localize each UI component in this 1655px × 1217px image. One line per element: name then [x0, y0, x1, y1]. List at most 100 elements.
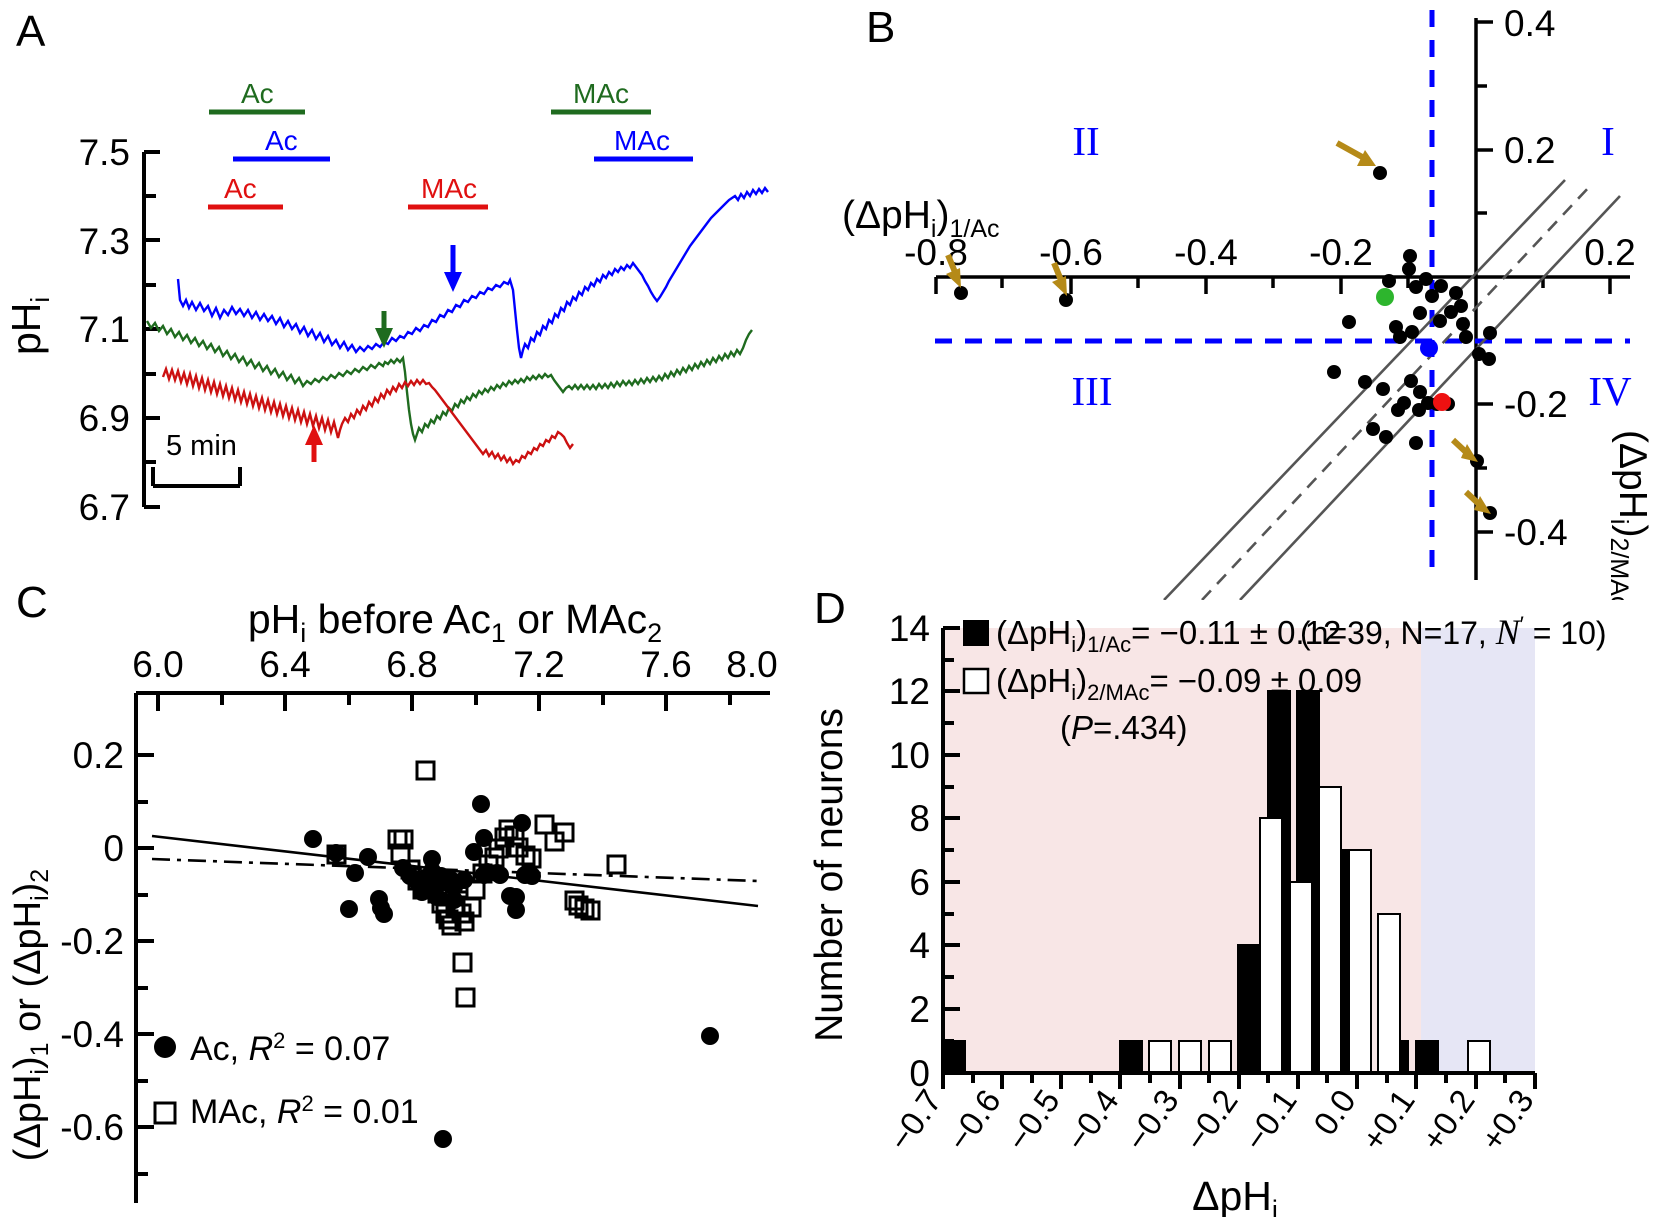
treatment-bar-blue-mac: MAc [594, 125, 693, 162]
panel-b-ytick-3: -0.4 [1504, 512, 1568, 553]
treatment-bar-red-mac: MAc [408, 173, 488, 210]
bar-mac-2 [1178, 1040, 1202, 1074]
bar-ac-8 [1415, 1040, 1439, 1074]
legend-marker-ac-circle [154, 1036, 176, 1058]
bar-ac-3 [1237, 944, 1261, 1074]
panel-d-xtick-1: −0.6 [940, 1083, 1008, 1158]
quadrant-label-II: II [1072, 118, 1099, 164]
bar-mac-3 [1208, 1040, 1232, 1074]
panel-a-ylabel-main: pH [3, 303, 49, 355]
treatment-label-green-mac: MAc [573, 78, 629, 109]
panel-b-xtick-1: -0.6 [1039, 232, 1103, 273]
treatment-label-red-mac: MAc [421, 173, 477, 204]
panel-d-xtick-10: +0.3 [1473, 1083, 1541, 1158]
panel-d-svg: D 14 [808, 584, 1607, 1217]
panel-c-xtick-0: 6.0 [132, 644, 183, 685]
treatment-label-blue-mac: MAc [614, 125, 670, 156]
panel-d-xtick-7: 0.0 [1306, 1083, 1363, 1142]
svg-text:Number of neurons: Number of neurons [808, 708, 851, 1042]
panel-b-regression-line [1201, 185, 1591, 600]
treatment-label-red-ac: Ac [224, 173, 257, 204]
bar-mac-8 [1377, 913, 1401, 1074]
svg-text:pHi: pHi [3, 297, 55, 355]
bar-mac-9 [1467, 1040, 1491, 1074]
panel-c-xtick-2: 6.8 [386, 644, 437, 685]
panel-d-xtick-4: −0.3 [1118, 1083, 1186, 1158]
panel-d-ytick-6: 6 [909, 862, 930, 903]
trace-red [161, 365, 574, 467]
panel-d-ytick-8: 8 [909, 798, 930, 839]
bar-ac-2 [1119, 1040, 1143, 1074]
panel-a-ylabel-sub: i [25, 297, 55, 303]
panel-d-xtick-6: −0.1 [1236, 1083, 1304, 1158]
quadrant-label-IV: IV [1588, 368, 1632, 414]
panel-d-ytick-10: 10 [889, 735, 930, 776]
panel-a-scalebar: 5 min [151, 430, 242, 488]
panel-a-y-ticks [144, 150, 160, 509]
arrow-red-up [305, 425, 323, 462]
panel-a: A Ac Ac Ac MAc MAc [0, 0, 810, 560]
svg-text:(ΔpHi)1 or (ΔpHi)2: (ΔpHi)1 or (ΔpHi)2 [7, 869, 54, 1161]
panel-c-x-ticks [156, 693, 732, 711]
panel-c-ytick-0: 0.2 [73, 735, 124, 776]
quadrant-label-I: I [1601, 118, 1615, 164]
panel-a-ytick-3: 6.9 [79, 398, 130, 439]
trace-blue [176, 185, 769, 359]
panel-d-label: D [814, 584, 846, 633]
bar-mac-1 [1148, 1040, 1172, 1074]
bar-ac-1 [942, 1040, 966, 1074]
panel-b-ytick-2: -0.2 [1504, 384, 1568, 425]
panel-c-y-ticks [136, 753, 154, 1176]
panel-c-ylabel: (ΔpHi)1 or (ΔpHi)2 [7, 869, 54, 1161]
bar-mac-5 [1289, 881, 1313, 1074]
annotation-arrow-3 [1335, 140, 1376, 166]
bar-mac-6 [1318, 786, 1342, 1074]
panel-b-annotation-arrows [945, 140, 1491, 514]
panel-d-xtick-0: −0.7 [881, 1083, 949, 1158]
panel-d: D 14 [780, 555, 1655, 1217]
panel-c-xtick-1: 6.4 [259, 644, 310, 685]
annotation-arrow-5 [1463, 489, 1491, 514]
legend-label-mac: MAc, R2 = 0.01 [190, 1091, 419, 1131]
panel-b-ytick-1: 0.2 [1504, 130, 1555, 171]
panel-d-x-ticklabels: −0.7 −0.6 −0.5 −0.4 −0.3 −0.2 −0.1 0.0 +… [881, 1083, 1541, 1158]
panel-d-pvalue: (P=.434) [1060, 709, 1188, 746]
panel-c-ytick-1: 0 [103, 828, 124, 869]
panel-d-counts: (n=39, N=17, N′ = 10) [1300, 612, 1607, 652]
panel-c: C 6.0 6.4 6.8 7.2 7.6 8.0 [0, 555, 790, 1217]
panel-d-bars [942, 690, 1491, 1074]
panel-d-xlabel: ΔpHi [1192, 1173, 1278, 1217]
panel-b-xtick-2: -0.4 [1174, 232, 1238, 273]
panel-d-ytick-14: 14 [889, 608, 930, 649]
panel-c-points-ac [304, 795, 719, 1148]
treatment-label-green-ac: Ac [241, 78, 274, 109]
legend-marker-mac-square [153, 1101, 177, 1125]
panel-a-ytick-4: 6.7 [79, 487, 130, 528]
panel-c-xtick-5: 8.0 [726, 644, 777, 685]
panel-b-blue-point [1420, 339, 1438, 357]
annotation-arrow-2 [1051, 261, 1067, 296]
panel-a-ytick-1: 7.3 [79, 221, 130, 262]
legend-marker-ac-filled [963, 620, 989, 646]
treatment-bar-red-ac: Ac [208, 173, 283, 210]
panel-d-xtick-2: −0.5 [999, 1083, 1067, 1158]
annotation-arrow-1 [945, 253, 961, 288]
panel-b-xtick-0: -0.8 [904, 232, 968, 273]
panel-d-xtick-3: −0.4 [1058, 1083, 1126, 1158]
panel-c-trendline-mac [151, 857, 759, 883]
panel-d-xtick-9: +0.2 [1414, 1083, 1482, 1158]
panel-c-ytick-2: -0.2 [60, 921, 124, 962]
trace-green [145, 320, 753, 444]
panel-a-ytick-0: 7.5 [79, 132, 130, 173]
panel-b-ytick-0: 0.4 [1504, 3, 1555, 44]
panel-b-label: B [866, 3, 895, 52]
annotation-arrow-4 [1450, 437, 1478, 462]
panel-d-ytick-4: 4 [909, 925, 930, 966]
panel-c-ytick-4: -0.6 [60, 1107, 124, 1148]
legend-label-ac: Ac, R2 = 0.07 [190, 1028, 390, 1068]
arrow-blue-down [444, 245, 462, 292]
treatment-label-blue-ac: Ac [265, 125, 298, 156]
panel-d-ytick-0: 0 [909, 1053, 930, 1094]
panel-d-xtick-5: −0.2 [1177, 1083, 1245, 1158]
